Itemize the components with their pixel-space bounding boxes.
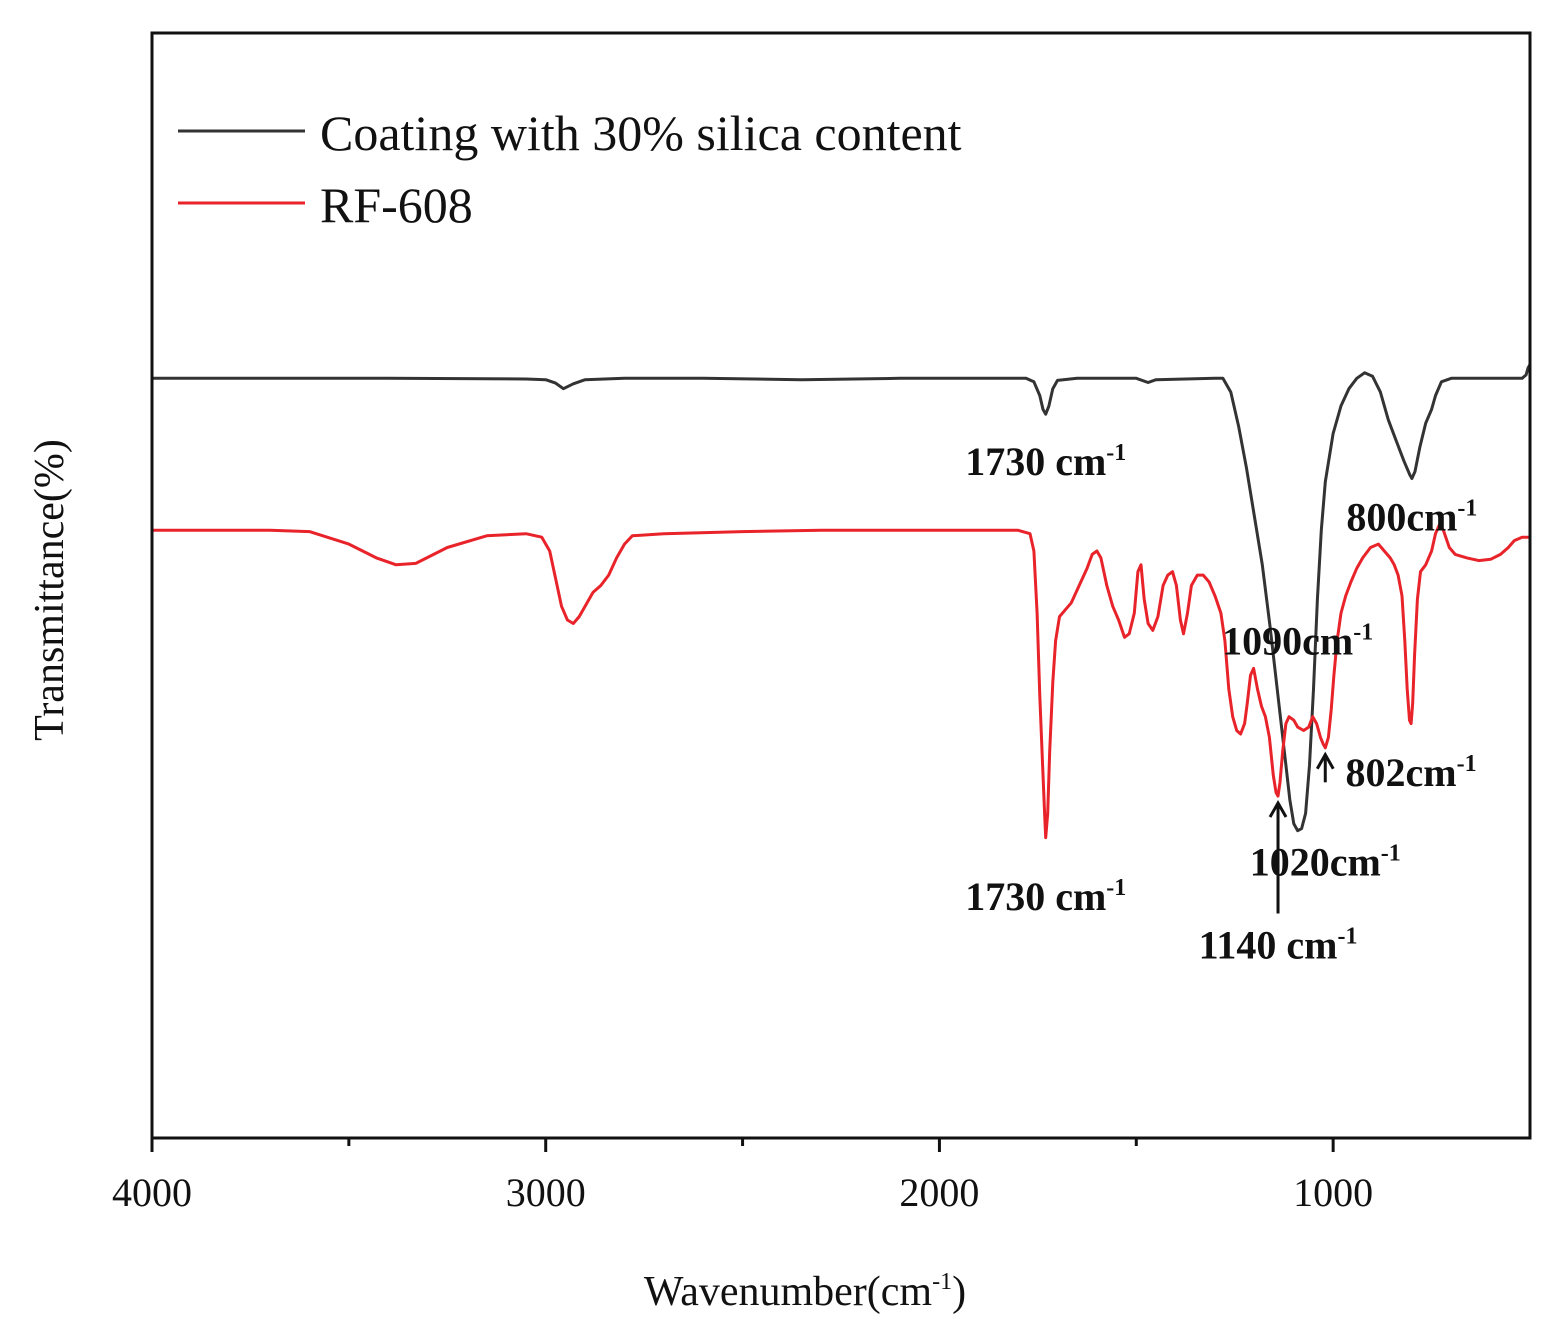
peak-annotation: 1730 cm-1 [965,874,1126,919]
x-axis-title-suffix: ) [952,1269,966,1315]
series-line-coating [152,363,1532,833]
peak-annotation: 1020cm-1 [1250,840,1401,885]
legend: Coating with 30% silica content RF-608 [178,105,962,233]
peak-annotation: 1140 cm-1 [1199,922,1358,967]
x-tick-label: 1000 [1293,1170,1373,1215]
x-axis-title: Wavenumber(cm-1) [644,1269,966,1315]
annotation-layer: 1730 cm-1 800cm-1 1090cm-1 1730 cm-1 802cm-1… [965,439,1477,967]
x-axis-title-sup: -1 [932,1269,952,1295]
peak-annotation: 802cm-1 [1346,750,1477,795]
annotation-arrow-head [1268,800,1288,818]
x-tick-label: 4000 [112,1170,192,1215]
x-axis: 4000 3000 2000 1000 [112,1138,1373,1215]
x-tick-label: 3000 [506,1170,586,1215]
plot-frame [150,31,1532,1140]
annotation-arrow-head [1315,751,1335,770]
x-tick-label: 2000 [899,1170,979,1215]
x-axis-title-main: Wavenumber(cm [644,1269,932,1315]
peak-annotation: 1090cm-1 [1222,619,1373,664]
peak-annotation: 1730 cm-1 [965,439,1126,484]
series-layer [152,363,1532,840]
y-axis-title: Transmittance(%) [27,439,73,741]
legend-label-rf608: RF-608 [320,177,473,233]
peak-annotation: 800cm-1 [1346,494,1477,539]
series-line-rf608 [152,523,1530,840]
legend-label-coating: Coating with 30% silica content [320,105,962,161]
